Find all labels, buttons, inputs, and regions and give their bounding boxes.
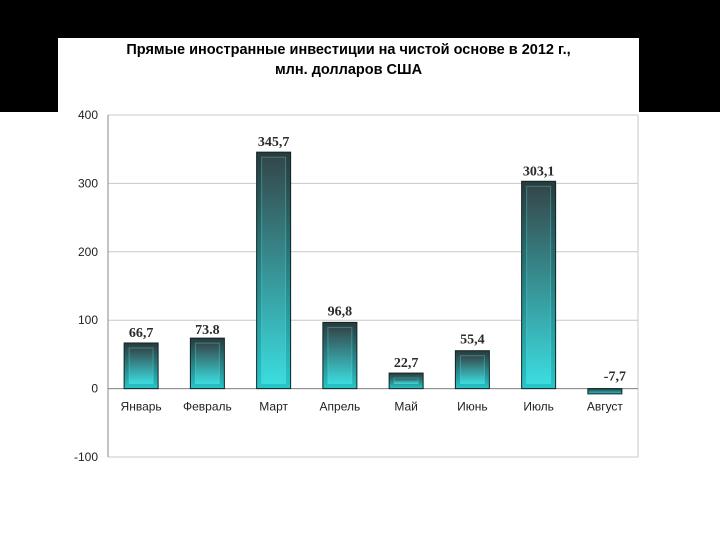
x-tick-label: Январь xyxy=(121,400,162,414)
bar-bevel xyxy=(128,347,154,385)
bar xyxy=(521,180,557,390)
chart-title-block: Прямые иностранные инвестиции на чистой … xyxy=(58,40,639,80)
data-label: 73.8 xyxy=(195,323,220,338)
bar-bevel xyxy=(393,377,419,385)
y-tick-label: -100 xyxy=(74,450,98,464)
bar-bevel xyxy=(194,342,220,385)
y-tick-label: 100 xyxy=(78,313,98,327)
bar-bevel xyxy=(261,156,287,385)
bar-bevel xyxy=(459,355,485,385)
data-label: -7,7 xyxy=(604,370,626,385)
y-tick-label: 0 xyxy=(91,382,98,396)
data-label: 66,7 xyxy=(129,326,154,341)
chart-title: Прямые иностранные инвестиции на чистой … xyxy=(126,42,571,58)
x-tick-label: Июнь xyxy=(457,400,488,414)
axis-ticks: 400 300 200 100 0 -100 Январь Февраль Март Апрель… xyxy=(74,108,623,464)
x-tick-label: Февраль xyxy=(183,400,232,414)
data-label: 345,7 xyxy=(258,135,290,150)
x-tick-label: Май xyxy=(394,400,418,414)
bars xyxy=(123,151,623,395)
bar xyxy=(322,321,358,390)
y-tick-label: 200 xyxy=(78,245,98,259)
bar xyxy=(256,151,292,390)
chart-subtitle: млн. долларов США xyxy=(274,62,423,78)
x-tick-label: Август xyxy=(587,400,624,414)
bar xyxy=(454,350,490,390)
x-tick-label: Апрель xyxy=(320,400,361,414)
bar-body xyxy=(587,388,623,395)
x-tick-label: Март xyxy=(259,400,288,414)
data-label: 22,7 xyxy=(394,356,419,371)
x-tick-label: Июль xyxy=(523,400,554,414)
bar xyxy=(189,337,225,390)
bar-bevel xyxy=(526,185,552,385)
bar xyxy=(388,372,424,390)
bar xyxy=(587,388,623,395)
data-label: 55,4 xyxy=(460,333,485,348)
data-labels: 66,7 73.8 345,7 96,8 22,7 55,4 303,1 -7,7 xyxy=(129,135,626,384)
bar-bevel xyxy=(327,326,353,385)
y-tick-label: 300 xyxy=(78,176,98,190)
data-label: 303,1 xyxy=(523,164,555,179)
y-tick-label: 400 xyxy=(78,108,98,122)
data-label: 96,8 xyxy=(328,304,353,319)
bar xyxy=(123,342,159,390)
